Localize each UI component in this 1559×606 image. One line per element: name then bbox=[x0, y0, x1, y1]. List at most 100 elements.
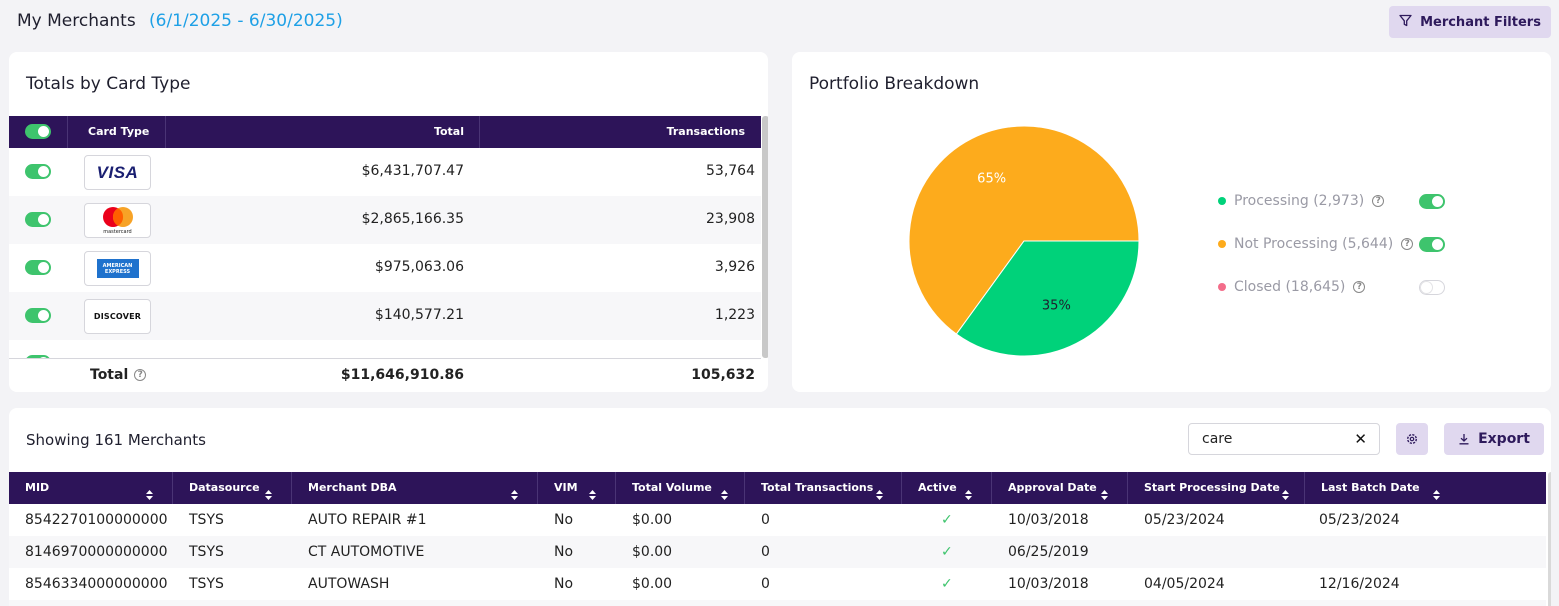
table-row[interactable] bbox=[9, 600, 1546, 606]
footer-total-label: Total bbox=[90, 367, 129, 383]
portfolio-pie-chart: 65% 35% bbox=[908, 125, 1140, 357]
top-bar: My Merchants (6/1/2025 - 6/30/2025) Merc… bbox=[0, 0, 1559, 44]
card-table-header: Card Type Total Transactions bbox=[9, 116, 761, 148]
amex-transactions: 3,926 bbox=[714, 259, 755, 275]
amex-logo: AMERICAN EXPRESS bbox=[84, 251, 151, 286]
export-button[interactable]: Export bbox=[1444, 423, 1544, 455]
footer-total-value: $11,646,910.86 bbox=[340, 367, 464, 383]
col-total-transactions[interactable]: Total Transactions bbox=[745, 472, 902, 504]
not-processing-toggle[interactable] bbox=[1419, 237, 1445, 252]
card-table-footer: Total ? $11,646,910.86 105,632 bbox=[9, 358, 761, 392]
discover-toggle[interactable] bbox=[25, 308, 51, 323]
active-check-icon: ✓ bbox=[941, 576, 953, 592]
merchants-card: Showing 161 Merchants care ✕ Export MID … bbox=[9, 408, 1551, 606]
pie-slice-processing[interactable] bbox=[955, 240, 1140, 357]
merchant-table-scrollbar[interactable] bbox=[1548, 472, 1551, 606]
active-check-icon: ✓ bbox=[941, 512, 953, 528]
sort-icon[interactable] bbox=[720, 482, 729, 514]
portfolio-card-title: Portfolio Breakdown bbox=[809, 74, 980, 94]
visa-toggle[interactable] bbox=[25, 164, 51, 179]
legend-not-processing: Not Processing (5,644) ? bbox=[1218, 234, 1414, 254]
legend-closed: Closed (18,645) ? bbox=[1218, 277, 1366, 297]
processing-dot bbox=[1218, 197, 1226, 205]
search-value: care bbox=[1202, 431, 1233, 447]
merchant-filters-button[interactable]: Merchant Filters bbox=[1389, 6, 1551, 38]
mastercard-total: $2,865,166.35 bbox=[361, 211, 464, 227]
mastercard-toggle[interactable] bbox=[25, 212, 51, 227]
partial-row-toggle[interactable] bbox=[25, 355, 51, 358]
card-row-amex: AMERICAN EXPRESS $975,063.06 3,926 bbox=[9, 244, 761, 292]
page-title: My Merchants bbox=[17, 11, 136, 31]
col-active[interactable]: Active bbox=[902, 472, 992, 504]
totals-card: Totals by Card Type Card Type Total Tran… bbox=[9, 52, 768, 392]
col-total-volume[interactable]: Total Volume bbox=[616, 472, 745, 504]
merchant-search-input[interactable]: care ✕ bbox=[1188, 423, 1380, 455]
table-row[interactable]: 8546334000000000 TSYS AUTOWASH No $0.00 … bbox=[9, 568, 1546, 600]
portfolio-card: Portfolio Breakdown 65% 35% Processing (2… bbox=[792, 52, 1551, 392]
col-mid[interactable]: MID bbox=[9, 472, 173, 504]
table-row[interactable]: 8146970000000000 TSYS CT AUTOMOTIVE No $… bbox=[9, 536, 1546, 568]
not-processing-dot bbox=[1218, 240, 1226, 248]
col-card-type: Card Type bbox=[88, 125, 150, 138]
clear-search-icon[interactable]: ✕ bbox=[1354, 430, 1367, 448]
col-merchant-dba[interactable]: Merchant DBA bbox=[292, 472, 538, 504]
footer-transactions-value: 105,632 bbox=[691, 367, 755, 383]
sort-icon[interactable] bbox=[964, 482, 973, 514]
col-vim[interactable]: VIM bbox=[538, 472, 616, 504]
pie-label-not-processing: 65% bbox=[977, 171, 1006, 186]
mastercard-circles-icon bbox=[102, 207, 133, 227]
not-processing-label: Not Processing (5,644) bbox=[1234, 236, 1394, 252]
sort-icon[interactable] bbox=[510, 482, 519, 514]
date-range: (6/1/2025 - 6/30/2025) bbox=[149, 11, 343, 31]
discover-logo: DISCOVER bbox=[84, 299, 151, 334]
column-settings-button[interactable] bbox=[1396, 423, 1428, 455]
card-row-mastercard: mastercard $2,865,166.35 23,908 bbox=[9, 196, 761, 244]
all-cards-toggle[interactable] bbox=[25, 124, 51, 139]
col-transactions: Transactions bbox=[666, 125, 745, 138]
legend-processing: Processing (2,973) ? bbox=[1218, 191, 1385, 211]
active-check-icon: ✓ bbox=[941, 544, 953, 560]
col-datasource[interactable]: Datasource bbox=[173, 472, 292, 504]
pie-label-processing: 35% bbox=[1042, 299, 1071, 314]
discover-total: $140,577.21 bbox=[374, 307, 464, 323]
card-table-scrollbar[interactable] bbox=[762, 116, 768, 358]
filter-icon bbox=[1399, 14, 1412, 31]
table-row[interactable]: 8542270100000000 TSYS AUTO REPAIR #1 No … bbox=[9, 504, 1546, 536]
closed-label: Closed (18,645) bbox=[1234, 279, 1346, 295]
sort-icon[interactable] bbox=[1100, 482, 1109, 514]
card-row-partial bbox=[9, 340, 761, 358]
sort-icon[interactable] bbox=[145, 482, 154, 514]
sort-icon[interactable] bbox=[264, 482, 273, 514]
merchants-count: Showing 161 Merchants bbox=[26, 431, 206, 449]
card-row-discover: DISCOVER $140,577.21 1,223 bbox=[9, 292, 761, 340]
sort-icon[interactable] bbox=[1432, 482, 1441, 514]
processing-help-icon[interactable]: ? bbox=[1372, 195, 1385, 207]
not-processing-help-icon[interactable]: ? bbox=[1401, 238, 1414, 250]
mastercard-logo: mastercard bbox=[84, 203, 151, 238]
merchant-filters-label: Merchant Filters bbox=[1420, 14, 1541, 30]
export-label: Export bbox=[1478, 431, 1530, 447]
discover-transactions: 1,223 bbox=[714, 307, 755, 323]
col-start-processing-date[interactable]: Start Processing Date bbox=[1128, 472, 1305, 504]
sort-icon[interactable] bbox=[1281, 482, 1290, 514]
col-approval-date[interactable]: Approval Date bbox=[992, 472, 1128, 504]
card-row-visa: VISA $6,431,707.47 53,764 bbox=[9, 148, 761, 196]
amex-toggle[interactable] bbox=[25, 260, 51, 275]
sort-icon[interactable] bbox=[588, 482, 597, 514]
gear-icon bbox=[1406, 433, 1418, 445]
visa-logo: VISA bbox=[84, 155, 151, 190]
visa-transactions: 53,764 bbox=[706, 163, 755, 179]
col-last-batch-date[interactable]: Last Batch Date bbox=[1305, 472, 1546, 504]
merchant-table-header: MID Datasource Merchant DBA VIM Total Vo… bbox=[9, 472, 1546, 504]
total-help-icon[interactable]: ? bbox=[134, 369, 147, 381]
processing-toggle[interactable] bbox=[1419, 194, 1445, 209]
amex-total: $975,063.06 bbox=[374, 259, 464, 275]
pie-slice-not-processing[interactable] bbox=[908, 125, 1140, 335]
closed-toggle[interactable] bbox=[1419, 280, 1445, 295]
mastercard-transactions: 23,908 bbox=[706, 211, 755, 227]
sort-icon[interactable] bbox=[875, 482, 884, 514]
download-icon bbox=[1459, 434, 1469, 445]
closed-help-icon[interactable]: ? bbox=[1353, 281, 1366, 293]
visa-total: $6,431,707.47 bbox=[361, 163, 464, 179]
col-total: Total bbox=[433, 125, 464, 138]
